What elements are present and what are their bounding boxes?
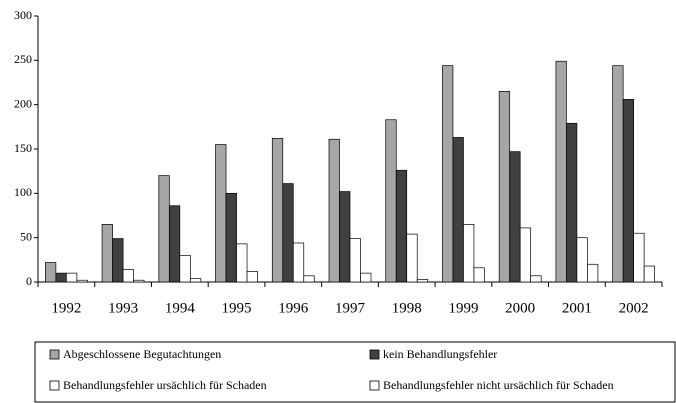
y-tick-label: 150 <box>14 141 32 155</box>
bar <box>303 275 315 283</box>
bar <box>225 192 237 283</box>
bar <box>349 238 361 283</box>
x-tick-label: 2002 <box>619 300 649 316</box>
legend-label: Behandlungsfehler ursächlich für Schaden <box>63 378 267 392</box>
bar <box>519 227 532 283</box>
legend-label: kein Behandlungsfehler <box>383 347 497 361</box>
bar <box>236 243 248 283</box>
bar <box>189 278 202 283</box>
bar <box>122 269 134 283</box>
bar <box>158 175 170 283</box>
bar <box>530 275 542 283</box>
x-tick-label: 1999 <box>448 300 478 316</box>
bar <box>463 224 475 283</box>
bar <box>55 272 67 283</box>
bar <box>292 242 305 283</box>
x-tick-label: 1993 <box>108 300 138 316</box>
bar <box>246 271 258 283</box>
y-tick-label: 100 <box>14 185 32 199</box>
x-tick-label: 1996 <box>278 300 309 316</box>
bar <box>328 138 340 283</box>
bar <box>339 191 351 283</box>
bar <box>612 65 624 283</box>
legend-label: Abgeschlossene Begutachtungen <box>63 347 221 361</box>
bar <box>643 265 655 283</box>
bar <box>215 144 227 283</box>
bar <box>385 119 397 283</box>
bar <box>406 233 418 283</box>
x-tick-label: 1994 <box>165 300 196 316</box>
bar <box>509 151 521 283</box>
bar <box>566 122 578 283</box>
bar <box>282 183 294 283</box>
legend-swatch <box>369 349 380 360</box>
legend-swatch <box>369 380 380 391</box>
bar <box>555 60 567 283</box>
bar <box>101 224 113 283</box>
bar <box>498 91 511 283</box>
bar <box>168 205 181 283</box>
bar <box>395 169 408 283</box>
bar <box>360 272 372 283</box>
bar <box>45 262 57 283</box>
bar <box>271 138 284 283</box>
legend-label: Behandlungsfehler nicht ursächlich für S… <box>383 378 614 392</box>
bar <box>576 237 588 283</box>
bar <box>66 272 78 283</box>
bar <box>587 263 599 283</box>
bar <box>76 279 88 283</box>
x-tick-label: 2001 <box>562 300 592 316</box>
legend-swatch <box>49 380 60 391</box>
y-tick-label: 300 <box>14 8 32 22</box>
bar <box>473 267 485 283</box>
y-tick-label: 200 <box>14 96 32 110</box>
x-tick-label: 1995 <box>222 300 252 316</box>
legend-swatch <box>49 349 60 360</box>
x-tick-label: 1992 <box>51 300 81 316</box>
bar <box>112 238 124 283</box>
y-tick-label: 50 <box>20 229 32 243</box>
x-tick-label: 1997 <box>335 300 366 316</box>
legend-box <box>34 341 676 403</box>
bar <box>179 255 191 283</box>
bar <box>442 65 454 283</box>
bar <box>452 137 464 283</box>
bar <box>622 98 634 283</box>
y-tick-label: 250 <box>14 52 32 66</box>
bar <box>633 232 645 283</box>
x-tick-label: 1998 <box>392 300 422 316</box>
bar <box>133 279 145 283</box>
bar <box>416 278 429 283</box>
x-tick-label: 2000 <box>505 300 535 316</box>
y-tick-label: 0 <box>26 274 32 288</box>
